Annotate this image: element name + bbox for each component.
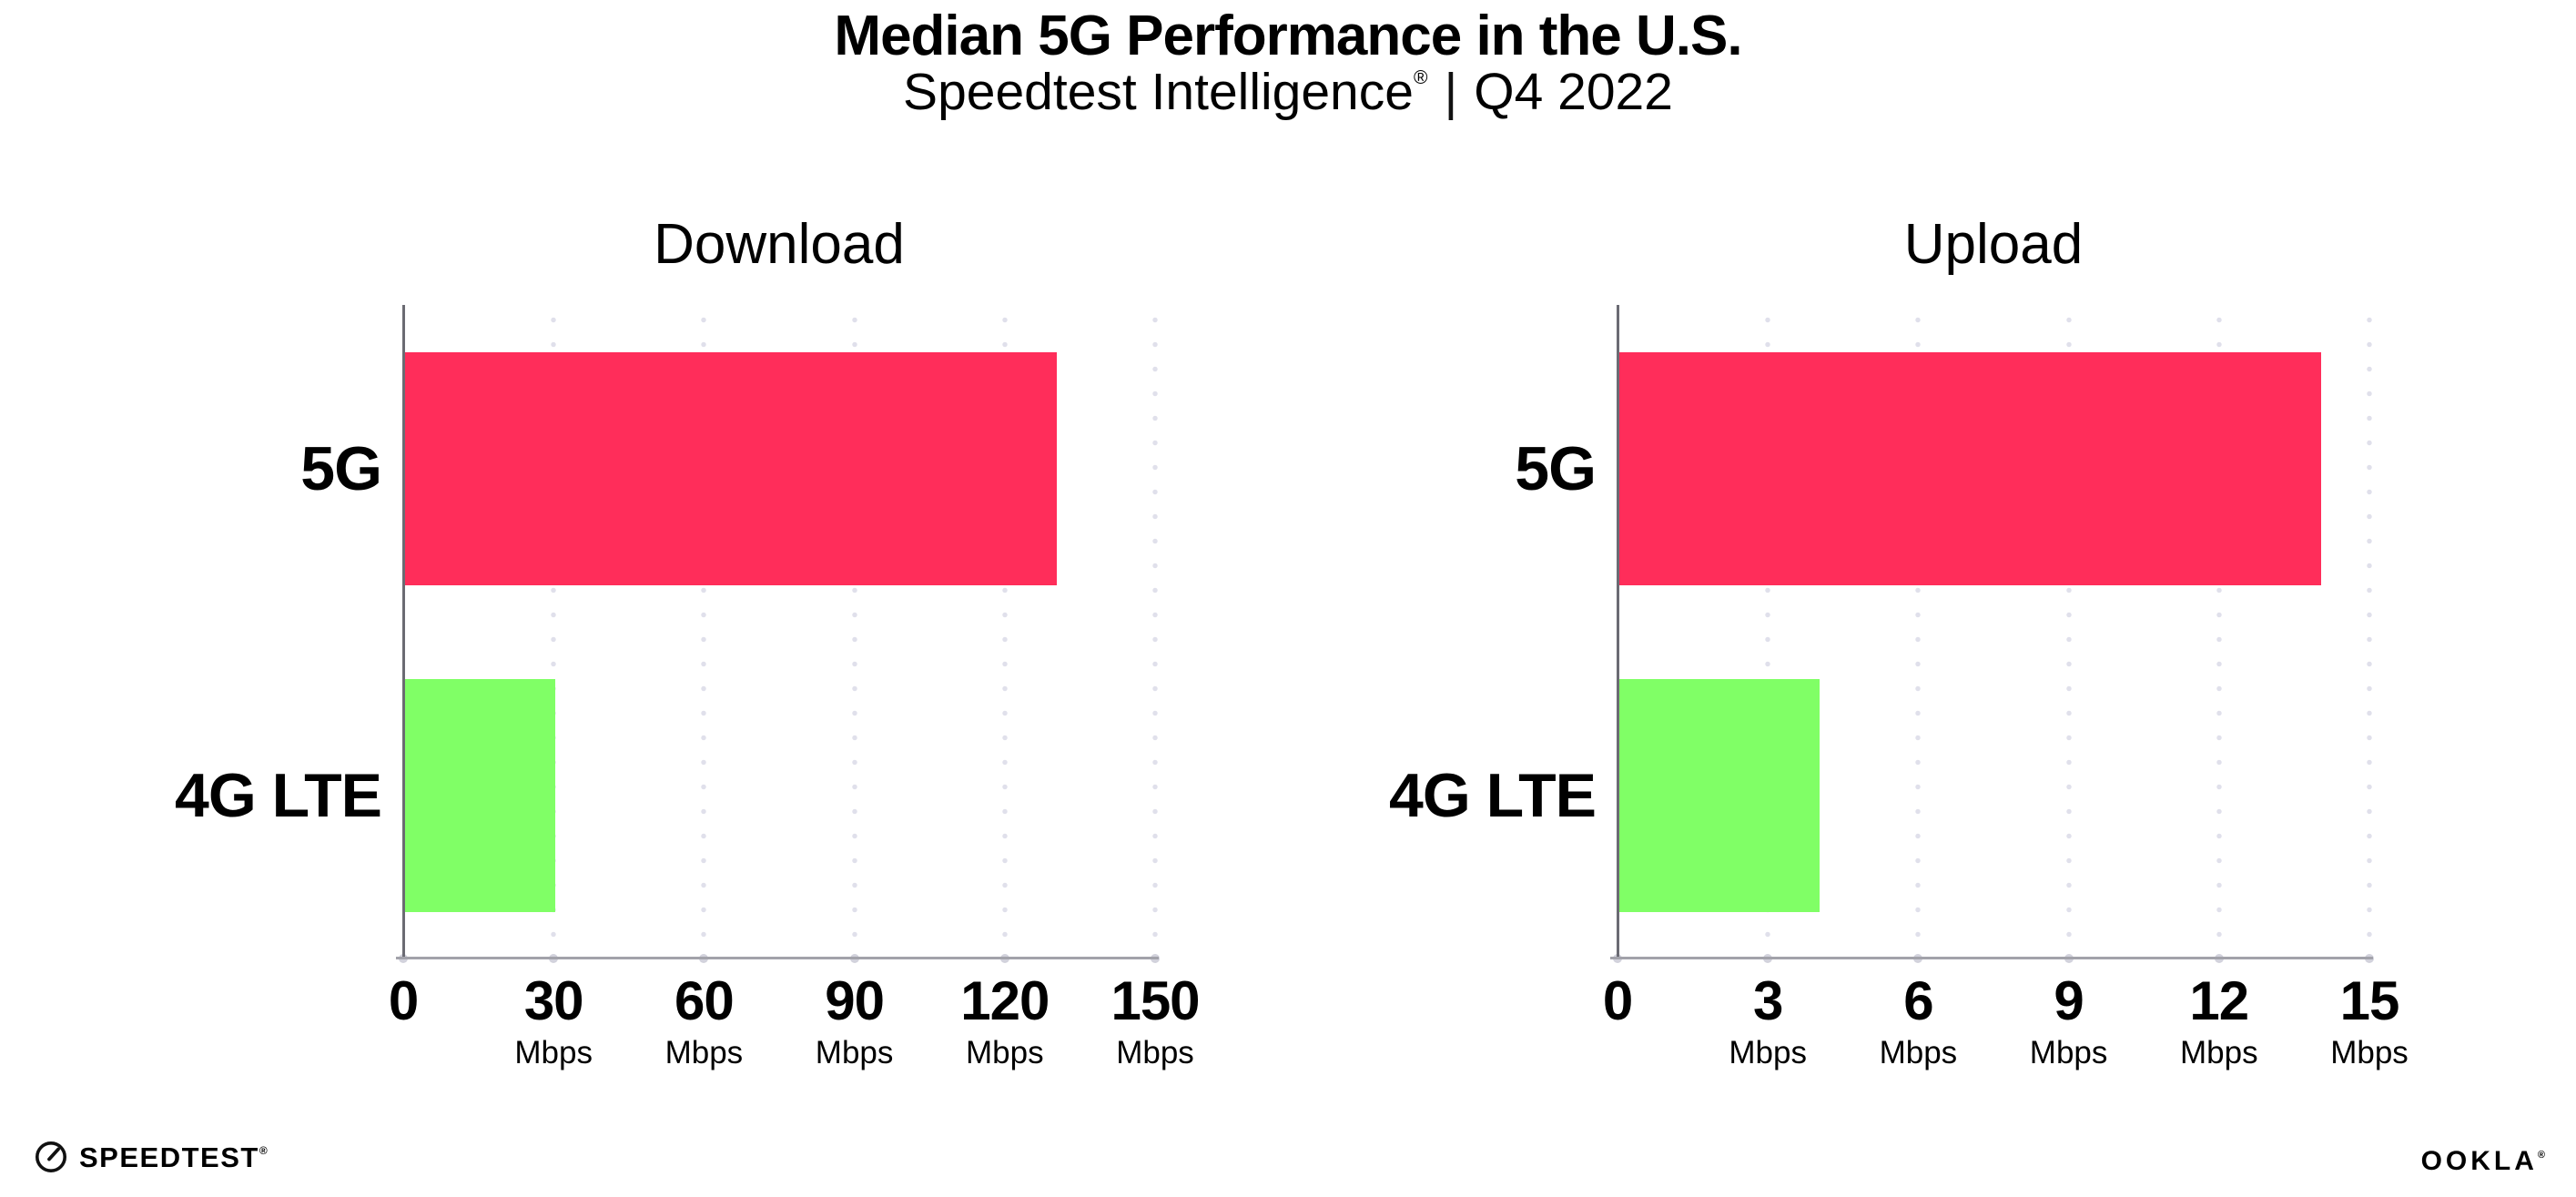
xtick-unit: Mbps <box>2029 1035 2108 1070</box>
gridline <box>1915 305 1922 958</box>
upload-5g-bar <box>1619 352 2321 585</box>
speedtest-registered-mark: ® <box>259 1143 269 1157</box>
upload-xtick-15: 15 Mbps <box>2330 970 2409 1070</box>
download-xtick-120: 120 Mbps <box>960 970 1050 1070</box>
download-xtick-30: 30 Mbps <box>514 970 593 1070</box>
xtick-value: 120 <box>960 970 1050 1031</box>
page-title: Median 5G Performance in the U.S. <box>834 5 1742 67</box>
speedtest-wordmark: SPEEDTEST® <box>79 1141 269 1173</box>
gridline <box>551 305 557 958</box>
upload-plot-area: 5G 4G LTE 0 3 Mbps 6 Mbps 9 Mbps 12 Mbps 15 Mbps <box>1389 305 2409 1069</box>
5g-category-label: 5G <box>300 434 382 503</box>
download-xtick-0: 0 <box>388 970 419 1031</box>
ookla-logo: OOKLA® <box>2421 1148 2545 1175</box>
download-chart: Download 5G 4G LTE 0 30 Mbps 60 Mbps 90 Mbps 120 Mb… <box>175 0 1201 1197</box>
xtick-unit: Mbps <box>1729 1035 1807 1070</box>
gridline <box>1152 305 1158 958</box>
xtick-unit: Mbps <box>664 1035 744 1070</box>
upload-xtick-12: 12 Mbps <box>2180 970 2258 1070</box>
speedtest-logo: SPEEDTEST® <box>33 1139 269 1175</box>
download-xtick-60: 60 Mbps <box>664 970 744 1070</box>
download-chart-title: Download <box>654 213 905 276</box>
download-plot-area: 5G 4G LTE 0 30 Mbps 60 Mbps 90 Mbps 120 Mbps 150 Mbp… <box>175 305 1201 1069</box>
xtick-value: 6 <box>1903 970 1933 1031</box>
upload-chart-title: Upload <box>1903 213 2084 276</box>
upload-xtick-6: 6 Mbps <box>1879 970 1958 1070</box>
xtick-value: 150 <box>1111 970 1200 1031</box>
xtick-value: 12 <box>2189 970 2249 1031</box>
xtick-unit: Mbps <box>1879 1035 1958 1070</box>
subtitle-brand: Speedtest Intelligence <box>903 63 1414 121</box>
ookla-registered-mark: ® <box>2537 1150 2545 1161</box>
ookla-wordmark: OOKLA <box>2420 1146 2538 1176</box>
xtick-unit: Mbps <box>2180 1035 2258 1070</box>
xtick-value: 90 <box>825 970 885 1031</box>
xtick-value: 0 <box>1602 970 1633 1031</box>
download-xtick-90: 90 Mbps <box>815 970 894 1070</box>
xtick-value: 60 <box>674 970 735 1031</box>
4g-lte-category-label: 4G LTE <box>175 761 382 830</box>
subtitle-separator: | <box>1444 63 1458 121</box>
gridline <box>2367 305 2372 958</box>
xtick-unit: Mbps <box>965 1035 1044 1070</box>
registered-trademark-symbol: ® <box>1413 67 1428 88</box>
upload-4g-lte-bar <box>1619 679 1820 912</box>
xtick-value: 3 <box>1753 970 1783 1031</box>
xtick-value: 30 <box>523 970 584 1031</box>
xtick-unit: Mbps <box>815 1035 894 1070</box>
gridline <box>851 305 857 958</box>
xtick-value: 15 <box>2339 970 2400 1031</box>
gridline <box>1765 305 1771 958</box>
gridline <box>701 305 707 958</box>
xtick-value: 0 <box>388 970 419 1031</box>
gridline <box>1001 305 1008 958</box>
subtitle-period: Q4 2022 <box>1474 63 1673 121</box>
speedtest-gauge-icon <box>33 1139 69 1175</box>
x-axis-line <box>396 957 1159 959</box>
page-subtitle: Speedtest Intelligence® | Q4 2022 <box>0 62 2576 122</box>
xtick-unit: Mbps <box>2330 1035 2409 1070</box>
gridline <box>2216 305 2222 958</box>
x-axis-line <box>1610 957 2373 959</box>
y-axis-line <box>1617 305 1619 959</box>
download-5g-bar <box>405 352 1057 585</box>
upload-xtick-3: 3 Mbps <box>1729 970 1807 1070</box>
upload-chart: Upload 5G 4G LTE 0 3 Mbps 6 Mbps 9 Mbps 12 Mbps 15 Mb… <box>1389 0 2409 1197</box>
download-4g-lte-bar <box>405 679 556 912</box>
5g-category-label: 5G <box>1515 434 1597 503</box>
xtick-unit: Mbps <box>1116 1035 1194 1070</box>
4g-lte-category-label: 4G LTE <box>1389 761 1597 830</box>
xtick-unit: Mbps <box>514 1035 593 1070</box>
xtick-value: 9 <box>2054 970 2084 1031</box>
gridline <box>2065 305 2072 958</box>
download-xtick-150: 150 Mbps <box>1111 970 1200 1070</box>
upload-xtick-0: 0 <box>1602 970 1633 1031</box>
y-axis-line <box>402 305 405 959</box>
upload-xtick-9: 9 Mbps <box>2029 970 2108 1070</box>
